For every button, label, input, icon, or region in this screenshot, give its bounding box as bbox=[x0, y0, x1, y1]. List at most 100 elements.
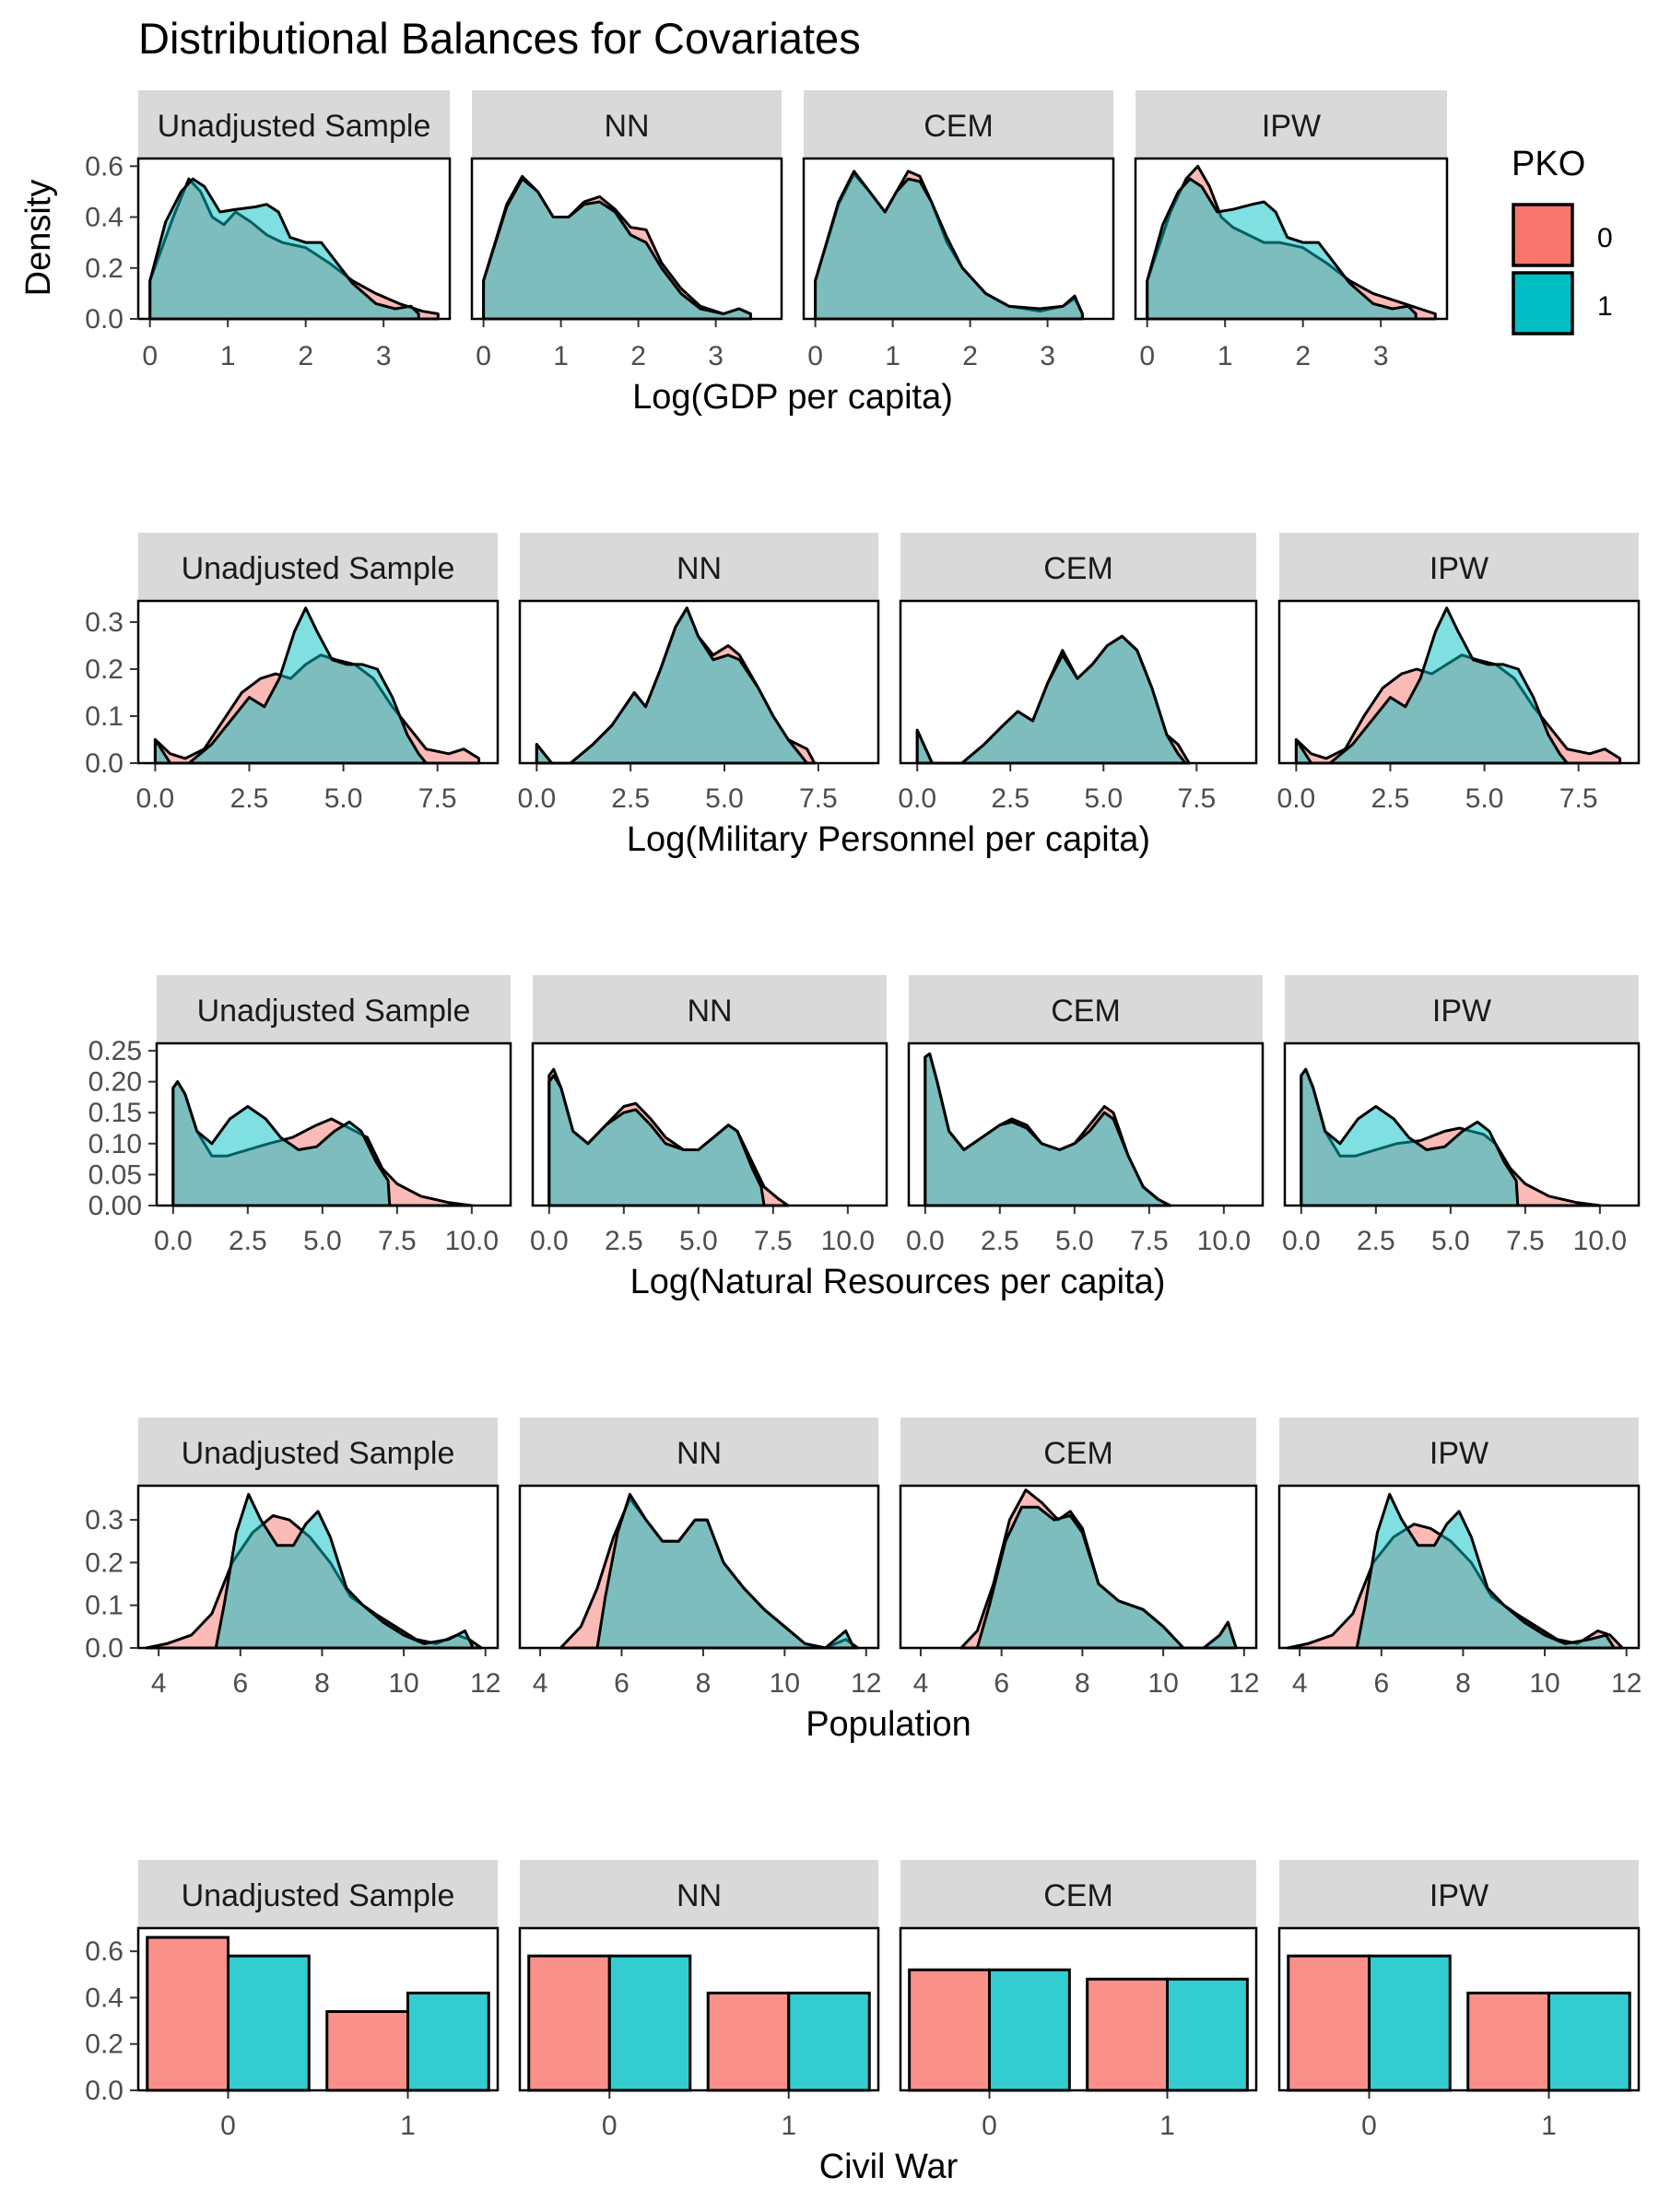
x-tick-label: 7.5 bbox=[799, 783, 838, 814]
y-tick-label: 0.2 bbox=[85, 1547, 124, 1578]
panel-border bbox=[136, 599, 500, 765]
x-tick-label: 0.0 bbox=[154, 1226, 193, 1256]
x-axis-title: Civil War bbox=[819, 2147, 959, 2186]
x-tick-label: 2.5 bbox=[981, 1226, 1019, 1256]
legend: PKO 0 1 bbox=[1512, 145, 1613, 335]
y-tick-label: 0.0 bbox=[85, 1633, 124, 1664]
y-tick-label: 0.10 bbox=[88, 1129, 142, 1159]
panel-border bbox=[155, 1041, 512, 1207]
facet-strip bbox=[520, 1418, 878, 1486]
y-tick-label: 0.15 bbox=[88, 1098, 142, 1128]
y-tick-label: 0.3 bbox=[85, 1505, 124, 1535]
bar-pko-0-civil-war-1 bbox=[1466, 1991, 1550, 2092]
x-tick-label: 0 bbox=[142, 341, 158, 371]
panel-population-nn: NN 4 6 8 10 12 bbox=[518, 1418, 881, 1699]
panel-border bbox=[899, 599, 1258, 765]
facet-strip bbox=[520, 1860, 878, 1928]
x-tick-label: 5.0 bbox=[705, 783, 744, 814]
x-axis-title: Population bbox=[806, 1705, 971, 1744]
bar-pko-1-civil-war-1 bbox=[787, 1991, 871, 2092]
facet-strip-label: Unadjusted Sample bbox=[182, 551, 455, 586]
x-tick-label: 3 bbox=[708, 341, 724, 371]
facet-strip-label: Unadjusted Sample bbox=[158, 109, 431, 144]
x-tick-label: 2 bbox=[298, 341, 313, 371]
x-tick-label: 1 bbox=[220, 341, 236, 371]
x-tick-label: 2.5 bbox=[229, 1226, 267, 1256]
facet-strip-label: NN bbox=[677, 1878, 722, 1913]
facet-strip-label: CEM bbox=[1043, 1436, 1113, 1471]
panel-border bbox=[802, 157, 1115, 321]
panel-civil-war-cem: CEM 0 1 bbox=[899, 1860, 1258, 2141]
facet-strip bbox=[900, 533, 1256, 601]
panel-log-gdp-per-capita-unadjusted-sample: Unadjusted Sample 0 1 2 3 0.0 0.2 0.4 0.6 bbox=[85, 90, 452, 371]
panel-border bbox=[136, 1926, 500, 2092]
y-tick-label: 0.0 bbox=[85, 748, 124, 779]
panel-border bbox=[899, 1926, 1258, 2092]
x-tick-label: 0.0 bbox=[530, 1226, 569, 1256]
facet-strip bbox=[138, 533, 498, 601]
x-tick-label: 0.0 bbox=[517, 783, 556, 814]
x-tick-label: 7.5 bbox=[1506, 1226, 1545, 1256]
panel-border bbox=[1277, 1926, 1641, 2092]
density-area-pko-1 bbox=[915, 634, 1187, 765]
y-tick-label: 0.2 bbox=[85, 253, 124, 284]
panel-border bbox=[518, 1484, 880, 1650]
x-tick-label: 8 bbox=[696, 1668, 712, 1699]
x-tick-label: 5.0 bbox=[324, 783, 363, 814]
facet-strip bbox=[138, 1418, 498, 1486]
panel-civil-war-unadjusted-sample: Unadjusted Sample 0 1 0.0 0.2 0.4 0.6 bbox=[85, 1860, 500, 2141]
x-tick-label: 6 bbox=[994, 1668, 1009, 1699]
y-tick-label: 0.05 bbox=[88, 1159, 142, 1190]
bar-pko-0-civil-war-0 bbox=[1287, 1954, 1371, 2092]
x-tick-label: 0.0 bbox=[136, 783, 175, 814]
x-tick-label: 1 bbox=[885, 341, 900, 371]
y-tick-label: 0.1 bbox=[85, 1591, 124, 1621]
facet-strip-label: IPW bbox=[1432, 994, 1491, 1029]
panel-log-natural-resources-per-capita-ipw: IPW 0.0 2.5 5.0 7.5 10.0 bbox=[1282, 975, 1641, 1256]
facet-strip-label: Unadjusted Sample bbox=[182, 1878, 455, 1913]
panel-log-gdp-per-capita-cem: CEM 0 1 2 3 bbox=[802, 90, 1115, 371]
legend-item-1: 1 bbox=[1512, 271, 1613, 335]
y-tick-label: 0.25 bbox=[88, 1036, 142, 1066]
x-tick-label: 4 bbox=[151, 1668, 167, 1699]
x-tick-label: 0.0 bbox=[906, 1226, 945, 1256]
facet-strip bbox=[804, 90, 1113, 159]
x-tick-label: 12 bbox=[470, 1668, 500, 1699]
density-area-pko-1 bbox=[153, 606, 428, 765]
panel-border bbox=[518, 1926, 880, 2092]
x-tick-label: 8 bbox=[1075, 1668, 1090, 1699]
panel-log-gdp-per-capita-nn: NN 0 1 2 3 bbox=[470, 90, 783, 371]
bar-pko-0-civil-war-0 bbox=[527, 1954, 611, 2092]
facet-strip bbox=[520, 533, 878, 601]
facet-strip-label: IPW bbox=[1262, 109, 1321, 144]
x-tick-label: 2 bbox=[1295, 341, 1311, 371]
y-tick-label: 0.3 bbox=[85, 607, 124, 638]
x-tick-label: 1 bbox=[400, 2111, 416, 2141]
panel-border bbox=[1277, 599, 1641, 765]
density-area-pko-1 bbox=[1355, 1492, 1616, 1650]
bar-pko-1-civil-war-0 bbox=[607, 1954, 692, 2092]
x-axis-title: Log(GDP per capita) bbox=[632, 378, 953, 417]
bar-pko-1-civil-war-1 bbox=[1547, 1991, 1631, 2092]
facet-strip-label: NN bbox=[677, 1436, 722, 1471]
y-tick-label: 0.4 bbox=[85, 203, 124, 233]
facet-strip-label: CEM bbox=[924, 109, 994, 144]
density-area-pko-1 bbox=[148, 177, 420, 321]
density-area-pko-1 bbox=[1300, 1067, 1520, 1207]
legend-swatch-1 bbox=[1512, 271, 1574, 335]
x-tick-label: 0 bbox=[476, 341, 491, 371]
y-tick-label: 0.20 bbox=[88, 1067, 142, 1098]
bar-pko-0-civil-war-0 bbox=[146, 1936, 229, 2092]
x-tick-label: 10.0 bbox=[445, 1226, 499, 1256]
panel-log-military-personnel-per-capita-cem: CEM 0.0 2.5 5.0 7.5 bbox=[898, 533, 1258, 814]
x-tick-label: 12 bbox=[1611, 1668, 1641, 1699]
bar-pko-0-civil-war-1 bbox=[706, 1991, 791, 2092]
legend-label-0: 0 bbox=[1597, 223, 1613, 253]
panel-log-military-personnel-per-capita-unadjusted-sample: Unadjusted Sample 0.0 2.5 5.0 7.5 0.0 0.1 0.2 0.… bbox=[85, 533, 500, 814]
density-area-pko-1 bbox=[171, 1080, 392, 1207]
x-tick-label: 1 bbox=[1159, 2111, 1175, 2141]
